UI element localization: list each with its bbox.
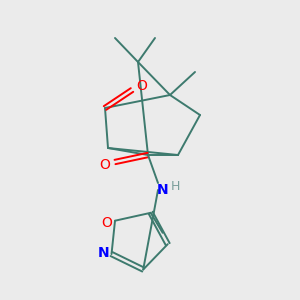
Text: O: O xyxy=(136,79,147,93)
Text: N: N xyxy=(98,246,109,260)
Text: O: O xyxy=(102,216,112,230)
Text: N: N xyxy=(157,183,169,197)
Text: H: H xyxy=(170,181,180,194)
Text: O: O xyxy=(100,158,110,172)
